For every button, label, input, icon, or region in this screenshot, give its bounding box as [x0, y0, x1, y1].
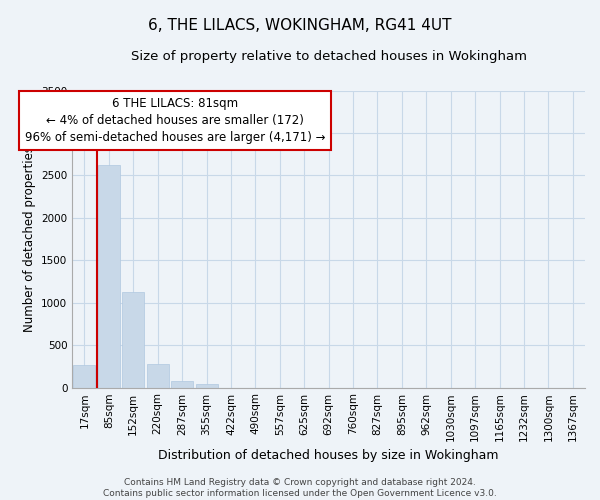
Y-axis label: Number of detached properties: Number of detached properties [23, 146, 35, 332]
Bar [196, 384, 218, 388]
Text: Contains HM Land Registry data © Crown copyright and database right 2024.
Contai: Contains HM Land Registry data © Crown c… [103, 478, 497, 498]
Bar [171, 381, 193, 388]
Text: 6 THE LILACS: 81sqm
← 4% of detached houses are smaller (172)
96% of semi-detach: 6 THE LILACS: 81sqm ← 4% of detached hou… [25, 98, 325, 144]
Text: 6, THE LILACS, WOKINGHAM, RG41 4UT: 6, THE LILACS, WOKINGHAM, RG41 4UT [148, 18, 452, 32]
Bar [73, 364, 95, 388]
X-axis label: Distribution of detached houses by size in Wokingham: Distribution of detached houses by size … [158, 450, 499, 462]
Bar [147, 364, 169, 388]
Title: Size of property relative to detached houses in Wokingham: Size of property relative to detached ho… [131, 50, 527, 63]
Bar [98, 165, 120, 388]
Bar [122, 292, 144, 388]
